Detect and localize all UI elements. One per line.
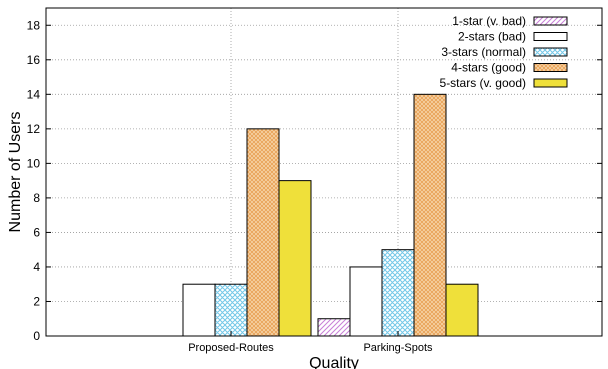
plot-frame xyxy=(45,7,603,337)
y-tick-label: 12 xyxy=(27,122,41,136)
legend-label: 4-stars (good) xyxy=(451,61,526,75)
y-tick-label: 0 xyxy=(33,329,40,343)
legend-label: 5-stars (v. good) xyxy=(440,76,526,90)
y-tick-label: 2 xyxy=(33,294,40,308)
y-tick-label: 4 xyxy=(33,260,40,274)
y-axis-ticks: 0 2 4 6 8 10 12 14 16 18 xyxy=(27,18,602,343)
legend-label: 1-star (v. bad) xyxy=(452,14,526,28)
bar-4-stars-good--0 xyxy=(246,128,280,337)
bar-3-stars-normal--0 xyxy=(214,283,248,337)
legend-label: 3-stars (normal) xyxy=(441,45,526,59)
x-axis-title: Quality xyxy=(309,355,359,369)
bar-3-stars-normal--1 xyxy=(381,249,415,337)
x-tick-label: Proposed-Routes xyxy=(188,342,274,354)
bar-2-stars-bad--1 xyxy=(349,266,383,337)
legend-swatch xyxy=(533,16,568,26)
legend: 1-star (v. bad) 2-stars (bad)3-stars (nor… xyxy=(440,14,568,90)
legend-swatch xyxy=(533,47,568,57)
y-tick-label: 6 xyxy=(33,225,40,239)
bar-4-stars-good--1 xyxy=(413,93,447,337)
y-tick-label: 14 xyxy=(27,87,41,101)
legend-swatch xyxy=(533,78,568,88)
x-axis-ticks: Proposed-Routes Parking-Spots xyxy=(188,331,433,354)
x-tick-label: Parking-Spots xyxy=(363,342,433,354)
bar-2-stars-bad--0 xyxy=(182,283,216,337)
legend-label: 2-stars (bad) xyxy=(458,30,526,44)
bar-1-star-v-bad--1 xyxy=(317,318,351,337)
y-tick-label: 18 xyxy=(27,18,41,32)
legend-swatch xyxy=(533,63,568,72)
bar-5-stars-v-good--1 xyxy=(445,283,479,337)
legend-swatch xyxy=(533,32,568,41)
y-tick-label: 16 xyxy=(27,53,41,67)
y-tick-label: 10 xyxy=(27,156,41,170)
y-axis-title: Number of Users xyxy=(7,112,24,233)
y-tick-label: 8 xyxy=(33,191,40,205)
bar-5-stars-v-good--0 xyxy=(278,180,312,337)
bars xyxy=(182,93,479,337)
